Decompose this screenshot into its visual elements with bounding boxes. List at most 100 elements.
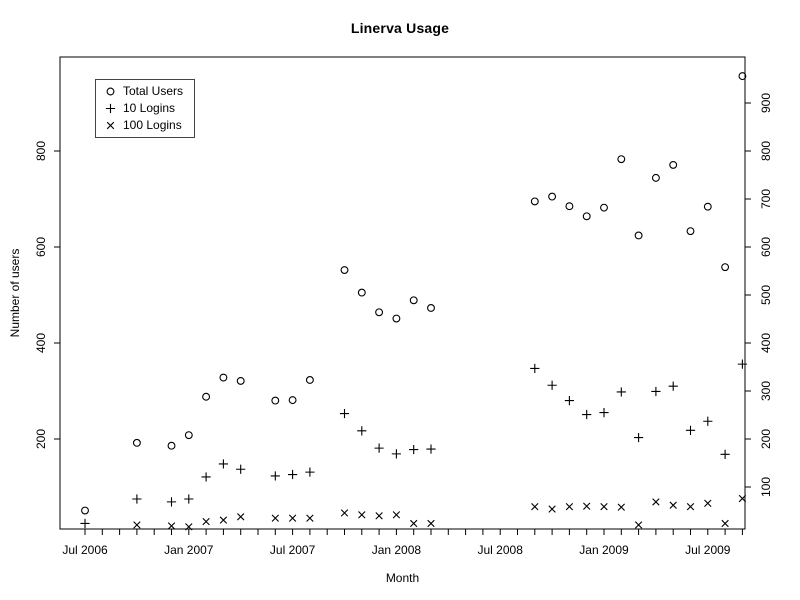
y-axis-tick-label-right: 600 [759, 237, 773, 257]
y-axis-tick-label-right: 400 [759, 333, 773, 353]
data-point-100-logins [669, 501, 677, 509]
legend-label: 100 Logins [123, 118, 182, 132]
y-axis-tick-label-right: 800 [759, 141, 773, 161]
data-point-total-users [617, 155, 626, 164]
data-point-total-users [548, 192, 557, 201]
data-point-100-logins [721, 519, 729, 528]
data-point-total-users [340, 266, 349, 274]
data-point-100-logins [237, 513, 245, 521]
data-point-10-logins [703, 416, 713, 426]
x-axis-title: Month [385, 571, 420, 585]
data-point-10-logins [530, 363, 540, 374]
data-point-100-logins [600, 502, 608, 511]
data-point-total-users [375, 308, 384, 317]
data-point-total-users [219, 373, 228, 382]
data-point-100-logins [219, 516, 228, 524]
x-marker-icon [106, 121, 115, 130]
data-point-total-users [651, 173, 660, 182]
data-point-total-users [600, 203, 608, 212]
x-axis-tick-label: Jan 2007 [164, 543, 214, 557]
data-point-10-logins [616, 387, 626, 397]
data-point-total-users [565, 202, 574, 211]
y-axis-title: Number of users [8, 248, 22, 338]
data-point-10-logins [391, 449, 401, 459]
y-axis-tick-label-right: 200 [759, 429, 773, 449]
circle-marker-icon [106, 87, 115, 96]
legend-item-10-logins: 10 Logins [104, 102, 194, 115]
data-point-10-logins [236, 464, 246, 474]
data-point-10-logins [599, 408, 609, 418]
x-axis-tick-label: Jul 2008 [478, 543, 524, 557]
y-axis-tick-label-right: 500 [759, 285, 773, 305]
data-point-10-logins [685, 425, 696, 435]
data-point-total-users [427, 304, 435, 312]
data-point-10-logins [668, 381, 678, 391]
data-point-100-logins [202, 517, 210, 526]
data-point-10-logins [218, 459, 228, 469]
data-point-100-logins [185, 523, 193, 531]
y-axis-tick-label-left: 600 [34, 237, 48, 257]
data-point-100-logins [288, 514, 297, 522]
data-point-total-users [392, 314, 401, 323]
x-axis-tick-label: Jul 2006 [62, 543, 108, 557]
data-point-100-logins [617, 503, 625, 511]
x-axis-tick-label: Jul 2009 [685, 543, 731, 557]
data-point-100-logins [686, 502, 695, 511]
data-point-100-logins [565, 502, 574, 511]
data-point-100-logins [704, 499, 712, 508]
data-point-100-logins [392, 511, 401, 519]
data-point-100-logins [427, 519, 435, 528]
data-point-10-logins [547, 380, 557, 390]
data-point-10-logins [339, 408, 350, 419]
data-point-100-logins [738, 494, 747, 503]
data-point-100-logins [652, 498, 660, 506]
data-point-total-users [738, 72, 747, 81]
data-point-total-users [288, 396, 297, 405]
data-point-10-logins [564, 396, 574, 406]
data-point-100-logins [410, 519, 418, 528]
data-point-10-logins [201, 472, 211, 482]
data-point-100-logins [583, 502, 591, 510]
y-axis-tick-label-right: 100 [759, 477, 773, 497]
legend-item-100-logins: 100 Logins [104, 119, 194, 132]
y-axis-tick-label-right: 700 [759, 189, 773, 209]
data-point-10-logins [720, 449, 730, 459]
data-point-10-logins [374, 443, 384, 453]
data-point-100-logins [358, 511, 366, 519]
y-axis-tick-label-right: 900 [759, 93, 773, 113]
data-point-total-users [305, 376, 314, 384]
y-axis-tick-label-right: 300 [759, 381, 773, 401]
data-point-total-users [669, 160, 678, 169]
data-point-total-users [721, 263, 730, 272]
data-point-total-users [703, 202, 712, 211]
data-point-total-users [582, 212, 591, 221]
data-point-10-logins [634, 432, 644, 443]
data-point-total-users [634, 231, 643, 240]
legend-label: 10 Logins [123, 101, 176, 115]
data-point-10-logins [737, 359, 747, 369]
data-point-total-users [167, 441, 176, 450]
x-axis-tick-label: Jul 2007 [270, 543, 316, 557]
y-axis-tick-label-left: 800 [34, 141, 48, 161]
legend-item-total-users: Total Users [104, 85, 194, 98]
x-axis-tick-label: Jan 2008 [372, 543, 422, 557]
data-point-10-logins [426, 444, 436, 454]
data-point-10-logins [651, 386, 661, 397]
data-point-total-users [202, 392, 211, 401]
y-axis-tick-label-left: 400 [34, 333, 48, 353]
data-point-total-users [132, 438, 141, 447]
legend-label: Total Users [123, 84, 184, 98]
data-point-10-logins [184, 494, 194, 504]
data-point-100-logins [375, 512, 383, 520]
chart-title: Linerva Usage [350, 20, 450, 36]
data-point-100-logins [306, 514, 314, 522]
plot-border [59, 56, 746, 530]
data-point-10-logins [305, 467, 315, 477]
data-point-total-users [409, 296, 418, 305]
data-point-total-users [184, 431, 193, 440]
data-point-total-users [686, 227, 695, 236]
data-point-10-logins [288, 469, 298, 480]
data-point-total-users [271, 396, 280, 405]
data-point-total-users [236, 376, 245, 385]
